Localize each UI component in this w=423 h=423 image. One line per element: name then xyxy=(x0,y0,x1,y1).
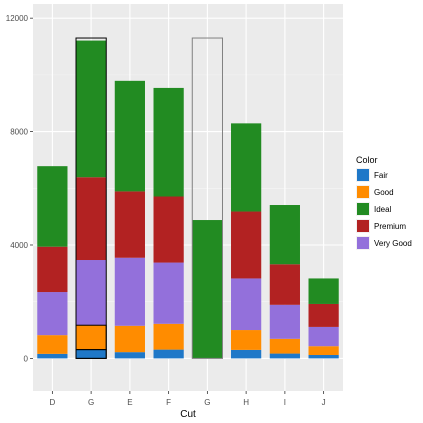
bar-fair xyxy=(153,349,184,359)
bar-fair xyxy=(269,353,300,359)
x-tick-label: F xyxy=(166,398,171,407)
legend-swatch xyxy=(357,220,369,232)
bar-fair xyxy=(37,353,68,359)
bar-outline xyxy=(191,37,223,359)
bar-ideal xyxy=(269,205,300,265)
bar-ideal xyxy=(308,278,339,304)
y-tick-label: 8000 xyxy=(10,128,28,137)
bar-premium xyxy=(153,196,184,263)
x-tick-label: D xyxy=(49,398,55,407)
x-tick-label: G xyxy=(88,398,94,407)
legend-label: Ideal xyxy=(374,205,392,214)
x-tick-label: I xyxy=(284,398,286,407)
y-tick-label: 0 xyxy=(24,354,29,363)
bar-outlines xyxy=(75,37,223,359)
bar-good xyxy=(37,335,68,354)
legend-swatch xyxy=(357,237,369,249)
bar-ideal xyxy=(231,123,262,212)
bar-premium xyxy=(76,177,107,261)
bars xyxy=(37,40,339,359)
bar-good xyxy=(114,325,145,353)
bar-fair xyxy=(231,349,262,359)
legend-label: Good xyxy=(374,188,394,197)
bar-premium xyxy=(114,191,145,258)
x-tick-label: E xyxy=(127,398,132,407)
bar-good xyxy=(153,323,184,350)
bar-very-good xyxy=(37,292,68,336)
bar-good xyxy=(76,325,107,350)
bar-very-good xyxy=(269,304,300,339)
bar-very-good xyxy=(153,262,184,324)
legend-swatch xyxy=(357,186,369,198)
x-tick-label: H xyxy=(243,398,249,407)
bar-premium xyxy=(308,303,339,327)
legend-swatch xyxy=(357,203,369,215)
y-axis: 0 4000 8000 12000 xyxy=(6,14,33,363)
bar-ideal xyxy=(114,80,145,192)
bar-good xyxy=(308,346,339,355)
segment-outline xyxy=(75,324,107,351)
bar-good xyxy=(231,330,262,350)
bar-ideal xyxy=(153,87,184,197)
x-tick-label: J xyxy=(322,398,326,407)
bar-fair xyxy=(308,354,339,359)
legend-swatch xyxy=(357,169,369,181)
bar-very-good xyxy=(308,326,339,347)
y-tick-label: 4000 xyxy=(10,241,28,250)
legend-label: Very Good xyxy=(374,239,412,248)
bar-ideal xyxy=(192,220,223,359)
bar-very-good xyxy=(231,278,262,331)
bar-premium xyxy=(269,264,300,305)
legend-title: Color xyxy=(356,155,378,165)
legend: Color Fair Good Ideal Premium Very Good xyxy=(356,155,412,250)
bar-ideal xyxy=(76,40,107,178)
x-tick-label: G xyxy=(204,398,210,407)
bar-very-good xyxy=(76,260,107,326)
bar-very-good xyxy=(114,257,145,326)
bar-premium xyxy=(231,211,262,279)
bar-fair xyxy=(114,352,145,359)
bar-premium xyxy=(37,246,68,293)
x-axis-title: Cut xyxy=(180,409,196,420)
bar-good xyxy=(269,338,300,354)
bar-fair xyxy=(76,349,107,359)
bar-ideal xyxy=(37,166,68,247)
y-tick-label: 12000 xyxy=(6,14,29,23)
legend-label: Premium xyxy=(374,222,406,231)
legend-label: Fair xyxy=(374,171,388,180)
